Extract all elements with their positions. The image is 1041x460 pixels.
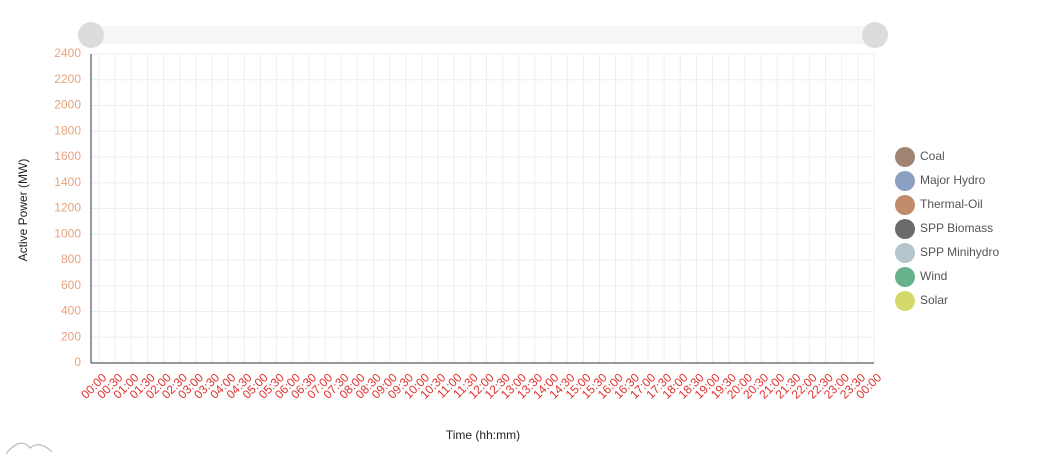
y-tick-label: 1400	[54, 175, 81, 189]
y-tick-label: 1600	[54, 149, 81, 163]
legend-swatch	[895, 147, 915, 167]
y-tick-label: 600	[61, 278, 81, 292]
legend-label: SPP Biomass	[920, 221, 993, 235]
scroll-handle[interactable]	[78, 22, 104, 48]
legend-label: Coal	[920, 149, 945, 163]
legend-swatch	[895, 195, 915, 215]
legend-label: SPP Minihydro	[920, 245, 999, 259]
y-tick-label: 2200	[54, 72, 81, 86]
y-tick-label: 800	[61, 252, 81, 266]
scroll-handle[interactable]	[862, 22, 888, 48]
legend-swatch	[895, 267, 915, 287]
y-tick-label: 2400	[54, 46, 81, 60]
legend-label: Wind	[920, 269, 947, 283]
scrollbar[interactable]	[91, 26, 875, 44]
y-tick-label: 0	[74, 355, 81, 369]
logo	[5, 442, 53, 455]
y-tick-label: 1200	[54, 201, 81, 215]
legend-swatch	[895, 171, 915, 191]
y-tick-label: 1000	[54, 226, 81, 240]
legend-label: Solar	[920, 293, 948, 307]
legend-swatch	[895, 243, 915, 263]
y-tick-label: 200	[61, 329, 81, 343]
legend-label: Thermal-Oil	[920, 197, 983, 211]
y-axis-label: Active Power (MW)	[16, 159, 30, 262]
legend-swatch	[895, 291, 915, 311]
y-tick-label: 2000	[54, 98, 81, 112]
y-tick-label: 400	[61, 304, 81, 318]
x-axis-label: Time (hh:mm)	[446, 428, 520, 442]
y-tick-label: 1800	[54, 123, 81, 137]
legend-swatch	[895, 219, 915, 239]
legend-label: Major Hydro	[920, 173, 986, 187]
